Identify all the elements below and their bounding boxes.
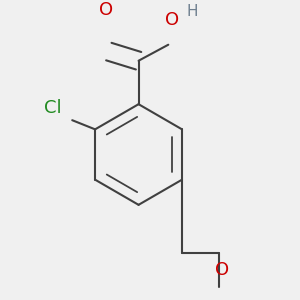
Text: O: O xyxy=(100,1,114,19)
Text: O: O xyxy=(215,261,229,279)
Text: Cl: Cl xyxy=(44,100,61,118)
Text: O: O xyxy=(165,11,179,29)
Text: H: H xyxy=(187,4,198,19)
